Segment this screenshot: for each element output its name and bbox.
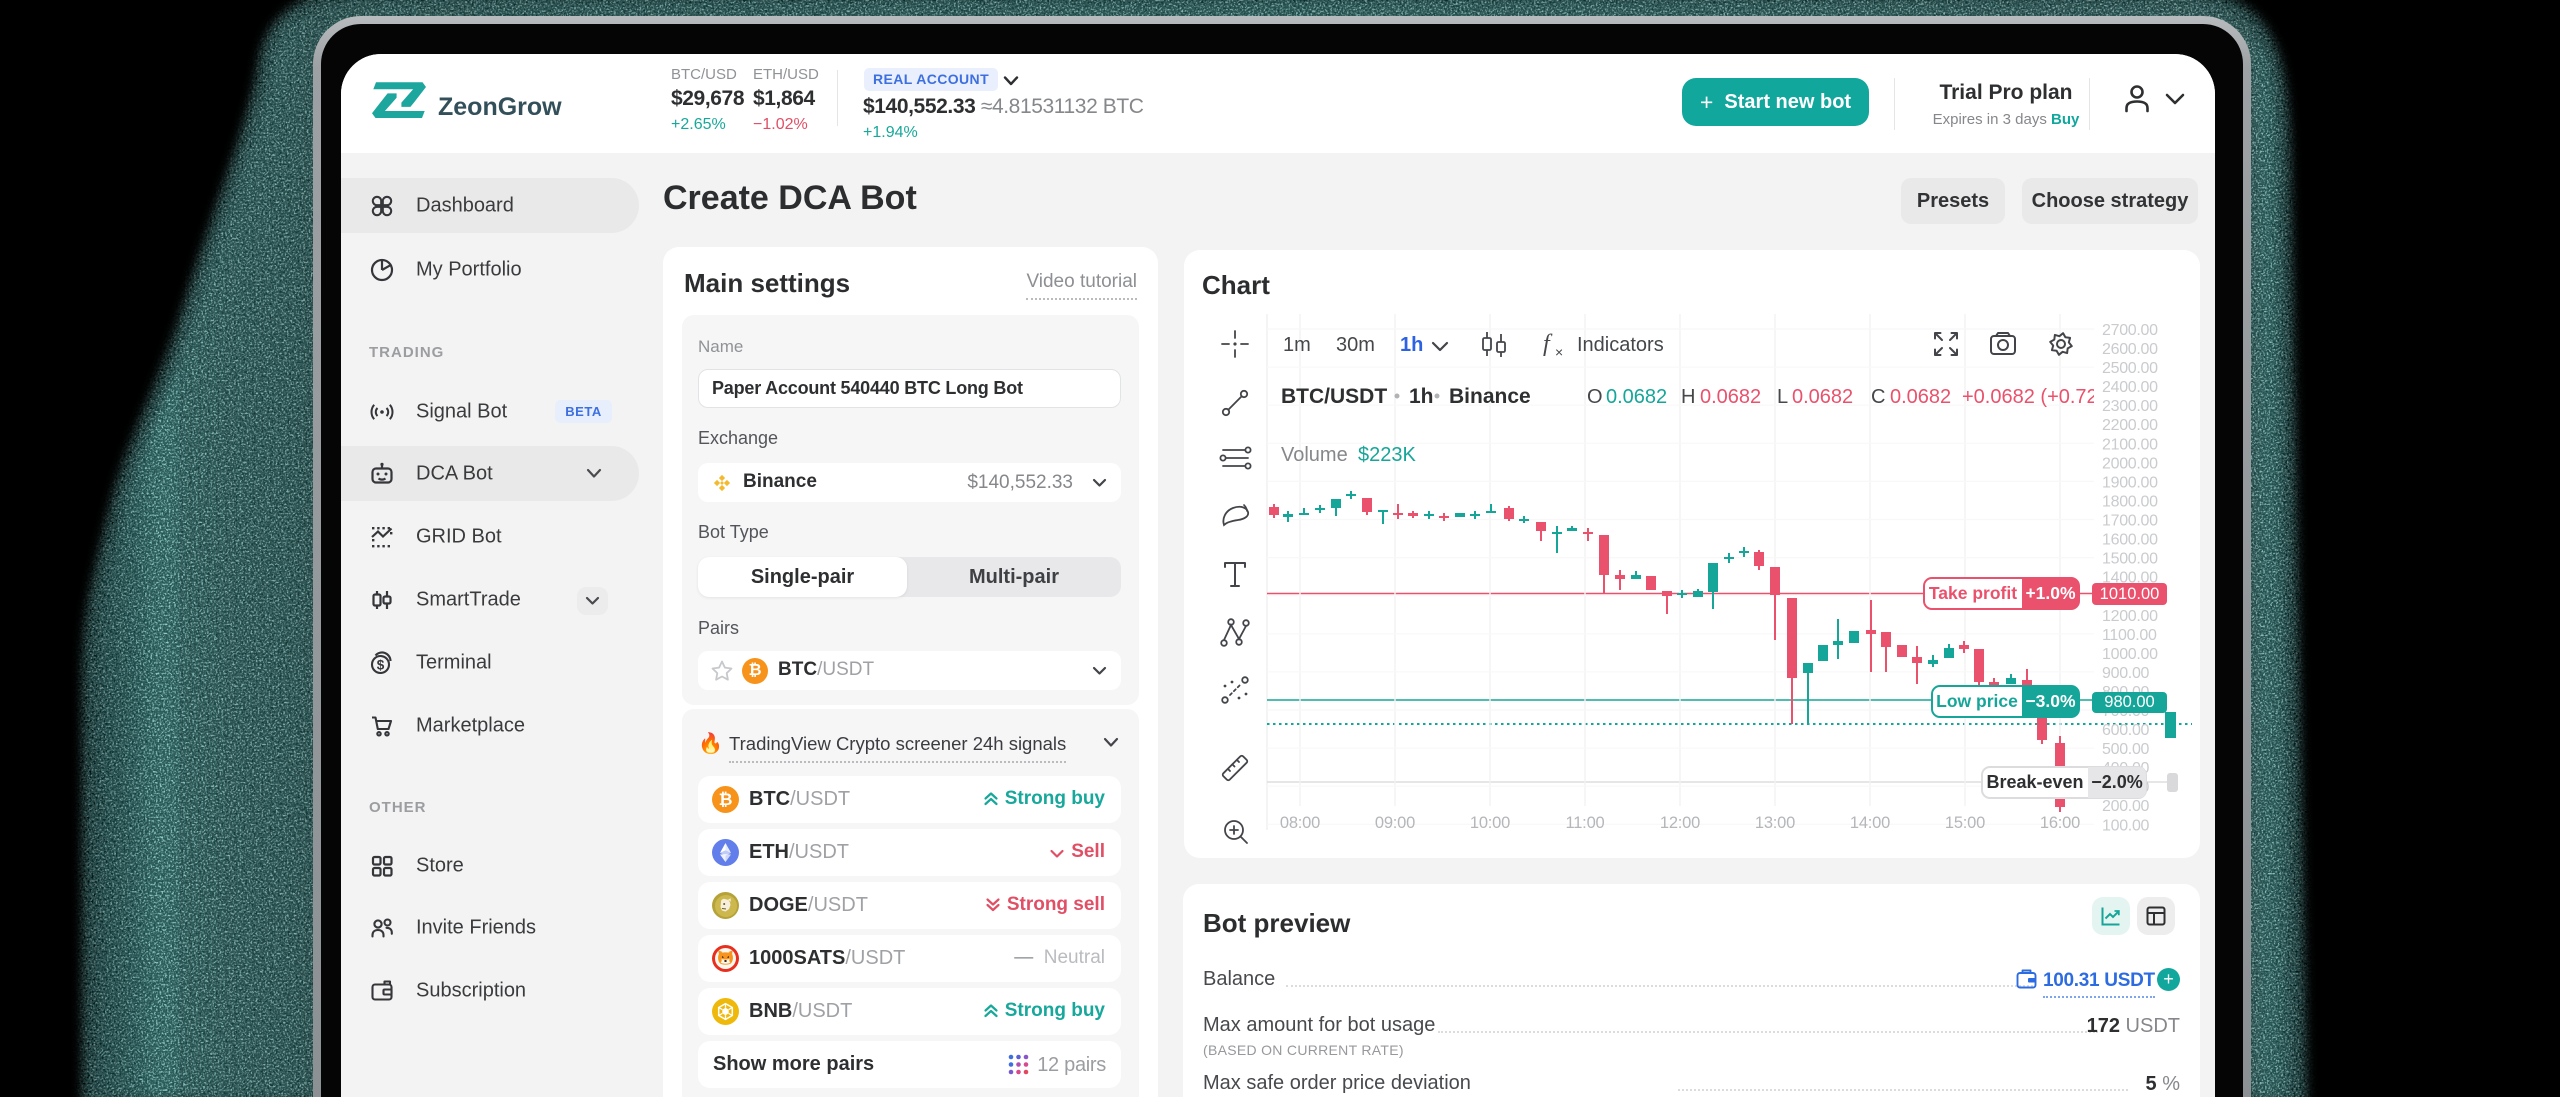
svg-text:30m: 30m [1336, 334, 1375, 356]
svg-text:0.0682: 0.0682 [1792, 386, 1853, 408]
svg-text:15:00: 15:00 [1945, 814, 1985, 832]
svg-text:13:00: 13:00 [1755, 814, 1795, 832]
svg-text:1700.00: 1700.00 [2102, 513, 2158, 530]
svg-text:2500.00: 2500.00 [2102, 360, 2158, 377]
svg-text:C: C [1871, 386, 1885, 408]
svg-text:12:00: 12:00 [1660, 814, 1700, 832]
svg-text:1h: 1h [1409, 385, 1434, 408]
svg-text:14:00: 14:00 [1850, 814, 1890, 832]
svg-text:2200.00: 2200.00 [2102, 417, 2158, 434]
svg-text:Binance: Binance [1449, 385, 1531, 408]
svg-text:Break-even: Break-even [1986, 772, 2083, 792]
svg-text:O: O [1587, 386, 1603, 408]
svg-text:L: L [1777, 386, 1788, 408]
svg-text:1000.00: 1000.00 [2102, 646, 2158, 663]
svg-text:1200.00: 1200.00 [2102, 608, 2158, 625]
svg-text:Volume: Volume [1281, 444, 1348, 466]
svg-text:2300.00: 2300.00 [2102, 398, 2158, 415]
svg-text:Low price: Low price [1936, 691, 2018, 711]
svg-text:0.0682: 0.0682 [1700, 386, 1761, 408]
svg-text:16:00: 16:00 [2040, 814, 2080, 832]
svg-text:1010.00: 1010.00 [2100, 585, 2160, 603]
svg-text:−3.0%: −3.0% [2025, 691, 2076, 711]
svg-text:+0.0682 (+0.72: +0.0682 (+0.72 [1962, 386, 2098, 408]
svg-text:1600.00: 1600.00 [2102, 532, 2158, 549]
svg-text:980.00: 980.00 [2104, 693, 2154, 711]
svg-text:Take profit: Take profit [1929, 583, 2017, 603]
svg-text:2100.00: 2100.00 [2102, 436, 2158, 453]
svg-text:Indicators: Indicators [1577, 334, 1664, 356]
svg-text:600.00: 600.00 [2102, 722, 2150, 739]
svg-text:0.0682: 0.0682 [1890, 386, 1951, 408]
svg-text:1100.00: 1100.00 [2102, 627, 2157, 644]
svg-text:11:00: 11:00 [1565, 814, 1604, 832]
svg-text:2400.00: 2400.00 [2102, 379, 2158, 396]
svg-text:$: $ [377, 657, 385, 672]
svg-text:BTC/USDT: BTC/USDT [1281, 385, 1387, 408]
svg-text:100.00: 100.00 [2102, 817, 2150, 834]
svg-text:−2.0%: −2.0% [2091, 772, 2143, 792]
svg-text:900.00: 900.00 [2102, 665, 2150, 682]
svg-text:1800.00: 1800.00 [2102, 494, 2158, 511]
svg-text:1500.00: 1500.00 [2102, 551, 2158, 568]
svg-text:08:00: 08:00 [1280, 814, 1320, 832]
svg-text:10:00: 10:00 [1470, 814, 1510, 832]
svg-text:1400.00: 1400.00 [2102, 570, 2158, 587]
svg-text:f: f [1543, 331, 1553, 357]
svg-text:09:00: 09:00 [1375, 814, 1415, 832]
svg-text:200.00: 200.00 [2102, 798, 2150, 815]
svg-text:H: H [1681, 386, 1695, 408]
svg-text:×: × [1555, 344, 1563, 360]
svg-text:$223K: $223K [1358, 444, 1416, 466]
svg-text:1h: 1h [1400, 334, 1423, 356]
svg-text:2700.00: 2700.00 [2102, 322, 2158, 339]
svg-text:1m: 1m [1283, 334, 1311, 356]
svg-text:2600.00: 2600.00 [2102, 341, 2158, 358]
svg-text:1900.00: 1900.00 [2102, 474, 2158, 491]
svg-text:0.0682: 0.0682 [1606, 386, 1667, 408]
svg-text:+1.0%: +1.0% [2025, 583, 2076, 603]
svg-text:2000.00: 2000.00 [2102, 455, 2158, 472]
svg-text:500.00: 500.00 [2102, 741, 2150, 758]
